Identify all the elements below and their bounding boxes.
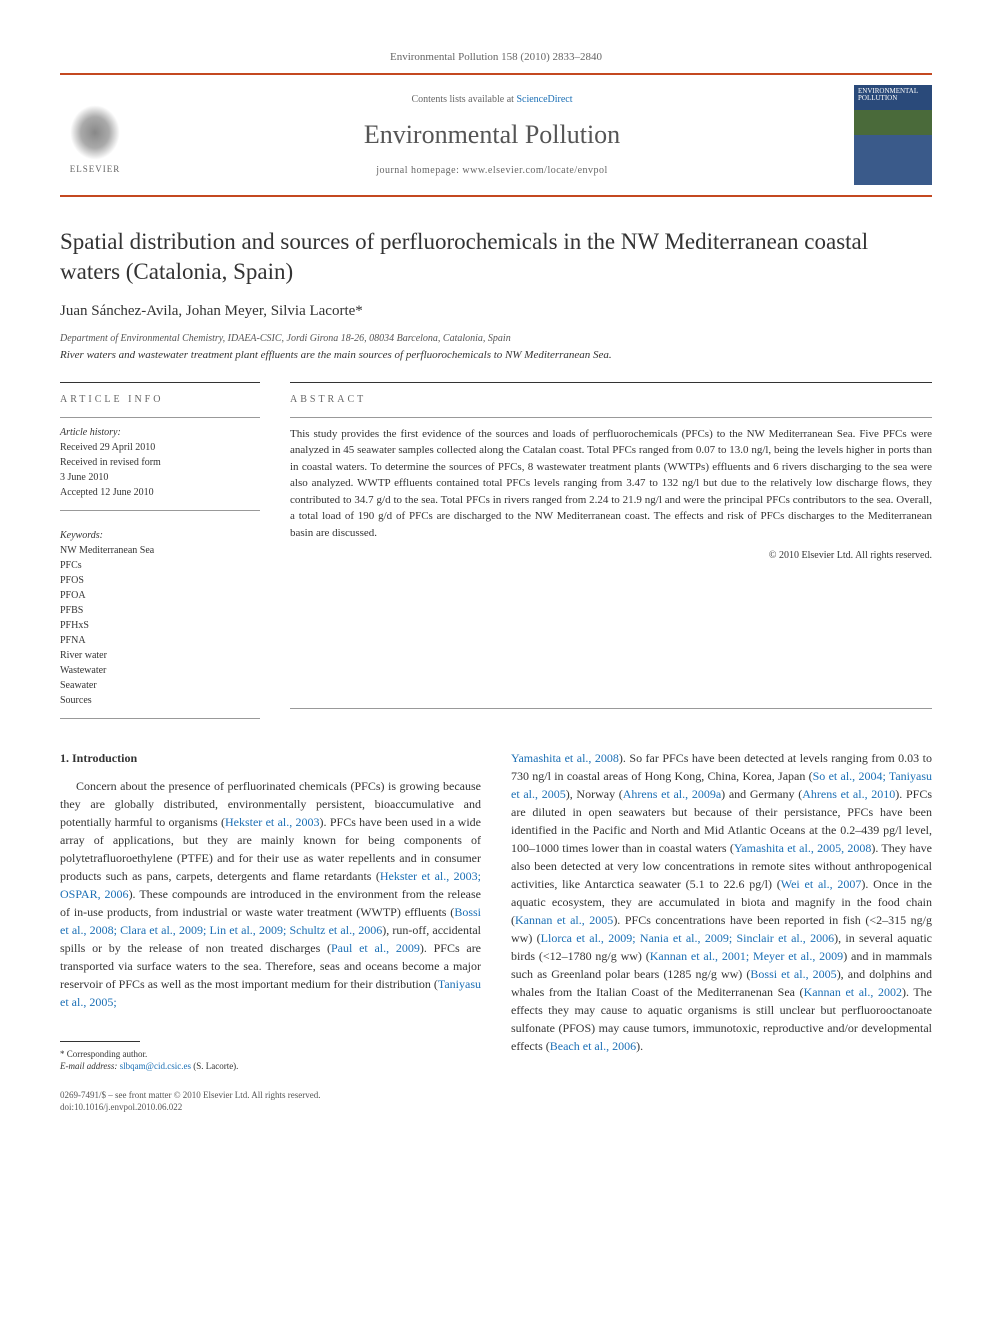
citation-link[interactable]: Kannan et al., 2002: [804, 985, 902, 999]
divider: [290, 708, 932, 709]
sciencedirect-link[interactable]: ScienceDirect: [516, 94, 572, 105]
abstract-copyright: © 2010 Elsevier Ltd. All rights reserved…: [290, 549, 932, 563]
homepage-url: www.elsevier.com/locate/envpol: [462, 165, 607, 176]
keyword-item: PFCs: [60, 558, 260, 573]
citation-link[interactable]: Bossi et al., 2005: [750, 967, 836, 981]
citation-link[interactable]: Kannan et al., 2001; Meyer et al., 2009: [650, 949, 843, 963]
email-author-name: (S. Lacorte).: [193, 1061, 238, 1071]
article-info-label: ARTICLE INFO: [60, 393, 260, 407]
history-label: Article history:: [60, 426, 260, 440]
history-item: Received in revised form: [60, 455, 260, 470]
journal-header: ELSEVIER Contents lists available at Sci…: [60, 73, 932, 197]
article-body: 1. Introduction Concern about the presen…: [60, 749, 932, 1114]
abstract-panel: ABSTRACT This study provides the first e…: [290, 382, 932, 719]
keyword-item: PFOS: [60, 573, 260, 588]
abstract-label: ABSTRACT: [290, 393, 932, 407]
citation-link[interactable]: Hekster et al., 2003: [225, 815, 320, 829]
body-column-right: Yamashita et al., 2008). So far PFCs hav…: [511, 749, 932, 1114]
citation-link[interactable]: Taniyasu et al., 2005;: [60, 977, 481, 1009]
affiliation: Department of Environmental Chemistry, I…: [60, 332, 932, 346]
keywords-label: Keywords:: [60, 529, 260, 543]
section-title: Introduction: [72, 751, 137, 765]
corresponding-author-footnote: * Corresponding author.: [60, 1048, 481, 1061]
article-tagline: River waters and wastewater treatment pl…: [60, 348, 932, 363]
citation-link[interactable]: Ahrens et al., 2010: [802, 787, 895, 801]
citation-link[interactable]: Bossi et al., 2008; Clara et al., 2009; …: [60, 905, 481, 937]
publisher-name: ELSEVIER: [70, 163, 121, 176]
history-item: Accepted 12 June 2010: [60, 485, 260, 500]
citation-link[interactable]: Kannan et al., 2005: [515, 913, 613, 927]
citation-link[interactable]: Beach et al., 2006: [550, 1039, 636, 1053]
body-paragraph: Concern about the presence of perfluorin…: [60, 777, 481, 1011]
cover-title: ENVIRONMENTALPOLLUTION: [858, 88, 918, 102]
keyword-item: River water: [60, 648, 260, 663]
citation-link[interactable]: Hekster et al., 2003; OSPAR, 2006: [60, 869, 481, 901]
publisher-logo: ELSEVIER: [60, 95, 130, 175]
article-title: Spatial distribution and sources of perf…: [60, 227, 932, 287]
body-column-left: 1. Introduction Concern about the presen…: [60, 749, 481, 1114]
keyword-item: Sources: [60, 693, 260, 708]
keyword-item: PFHxS: [60, 618, 260, 633]
section-heading: 1. Introduction: [60, 749, 481, 767]
history-item: 3 June 2010: [60, 470, 260, 485]
citation-link[interactable]: Yamashita et al., 2005, 2008: [734, 841, 872, 855]
citation-link[interactable]: Llorca et al., 2009; Nania et al., 2009;…: [541, 931, 834, 945]
abstract-text: This study provides the first evidence o…: [290, 426, 932, 542]
contents-available-line: Contents lists available at ScienceDirec…: [130, 93, 854, 107]
body-paragraph: Yamashita et al., 2008). So far PFCs hav…: [511, 749, 932, 1055]
journal-reference: Environmental Pollution 158 (2010) 2833–…: [60, 50, 932, 65]
keyword-item: PFOA: [60, 588, 260, 603]
divider: [290, 417, 932, 418]
authors: Juan Sánchez-Avila, Johan Meyer, Silvia …: [60, 301, 932, 322]
divider: [60, 718, 260, 719]
doi-line: doi:10.1016/j.envpol.2010.06.022: [60, 1101, 481, 1114]
keyword-item: Seawater: [60, 678, 260, 693]
author-email-link[interactable]: slbqam@cid.csic.es: [120, 1061, 191, 1071]
keyword-item: PFNA: [60, 633, 260, 648]
contents-prefix: Contents lists available at: [411, 94, 516, 105]
citation-link[interactable]: Yamashita et al., 2008: [511, 751, 619, 765]
divider: [60, 510, 260, 511]
footnote-separator: [60, 1041, 140, 1042]
citation-link[interactable]: Wei et al., 2007: [781, 877, 862, 891]
history-item: Received 29 April 2010: [60, 440, 260, 455]
journal-homepage: journal homepage: www.elsevier.com/locat…: [130, 164, 854, 178]
elsevier-tree-icon: [70, 105, 120, 160]
journal-title: Environmental Pollution: [130, 117, 854, 153]
keyword-item: PFBS: [60, 603, 260, 618]
keyword-item: NW Mediterranean Sea: [60, 543, 260, 558]
article-info-panel: ARTICLE INFO Article history: Received 2…: [60, 382, 260, 719]
citation-link[interactable]: Ahrens et al., 2009a: [623, 787, 721, 801]
journal-cover-thumbnail: ENVIRONMENTALPOLLUTION: [854, 85, 932, 185]
front-matter-info: 0269-7491/$ – see front matter © 2010 El…: [60, 1089, 481, 1114]
issn-copyright-line: 0269-7491/$ – see front matter © 2010 El…: [60, 1089, 481, 1102]
section-number: 1.: [60, 751, 69, 765]
divider: [60, 417, 260, 418]
citation-link[interactable]: Paul et al., 2009: [331, 941, 420, 955]
email-label: E-mail address:: [60, 1061, 117, 1071]
keyword-item: Wastewater: [60, 663, 260, 678]
homepage-prefix: journal homepage:: [376, 165, 462, 176]
email-footnote: E-mail address: slbqam@cid.csic.es (S. L…: [60, 1060, 481, 1073]
